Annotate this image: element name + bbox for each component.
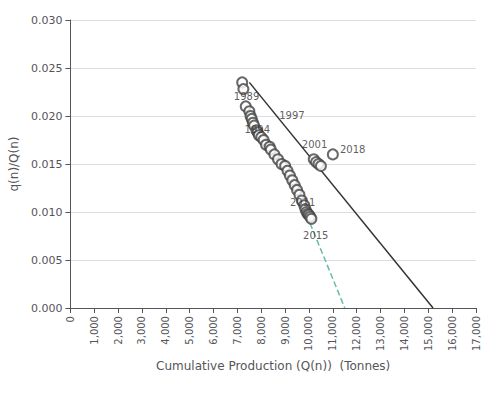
svg-text:15,000: 15,000: [423, 316, 434, 351]
svg-text:0.030: 0.030: [31, 14, 63, 27]
svg-text:0: 0: [65, 316, 76, 322]
svg-text:4,000: 4,000: [160, 316, 171, 345]
svg-text:2011: 2011: [290, 197, 315, 208]
svg-text:0.000: 0.000: [31, 302, 63, 315]
svg-text:10,000: 10,000: [303, 316, 314, 351]
svg-text:7,000: 7,000: [232, 316, 243, 345]
svg-text:12,000: 12,000: [351, 316, 362, 351]
svg-text:0.015: 0.015: [31, 158, 63, 171]
svg-text:2018: 2018: [340, 144, 365, 155]
svg-text:1997: 1997: [279, 110, 304, 121]
svg-text:1994: 1994: [245, 124, 270, 135]
svg-text:13,000: 13,000: [375, 316, 386, 351]
svg-text:8,000: 8,000: [256, 316, 267, 345]
svg-text:14,000: 14,000: [399, 316, 410, 351]
svg-text:Cumulative Production (Q(n)): Cumulative Production (Q(n)) (Tonnes): [156, 359, 390, 373]
svg-text:2015: 2015: [303, 230, 328, 241]
svg-text:q(n)/Q(n): q(n)/Q(n): [7, 136, 21, 191]
svg-text:2,000: 2,000: [113, 316, 124, 345]
svg-text:2001: 2001: [302, 139, 327, 150]
svg-text:5,000: 5,000: [184, 316, 195, 345]
svg-text:1,000: 1,000: [89, 316, 100, 345]
svg-text:16,000: 16,000: [447, 316, 458, 351]
svg-text:6,000: 6,000: [208, 316, 219, 345]
svg-text:0.020: 0.020: [31, 110, 63, 123]
svg-text:0.005: 0.005: [31, 254, 63, 267]
svg-text:0.010: 0.010: [31, 206, 63, 219]
svg-text:1989: 1989: [234, 91, 259, 102]
svg-text:3,000: 3,000: [136, 316, 147, 345]
svg-text:11,000: 11,000: [327, 316, 338, 351]
svg-text:9,000: 9,000: [280, 316, 291, 345]
svg-text:0.025: 0.025: [31, 62, 63, 75]
svg-text:17,000: 17,000: [471, 316, 482, 351]
